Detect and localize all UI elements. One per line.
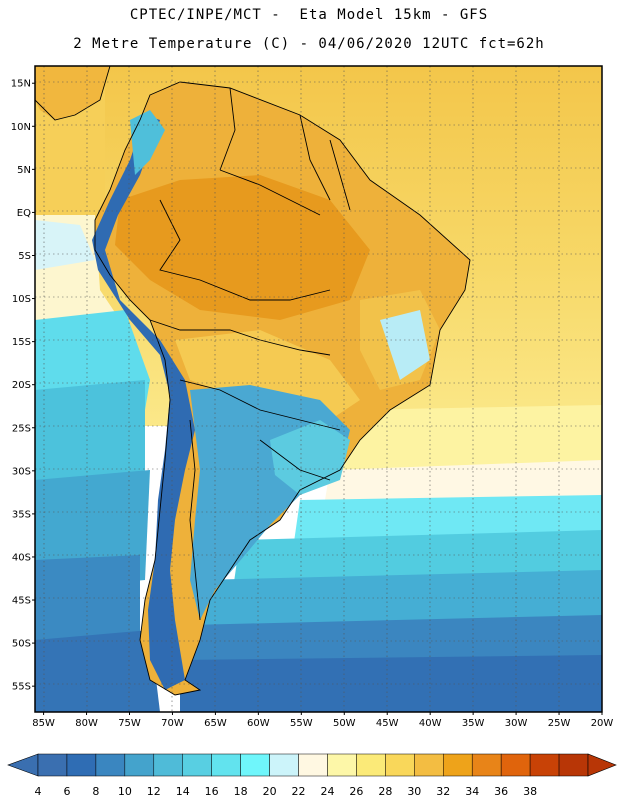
colorbar-label: 24	[320, 785, 334, 798]
colorbar-label: 38	[523, 785, 537, 798]
colorbar-swatch	[153, 753, 183, 777]
map-field	[35, 66, 602, 712]
uruguay-cool-zone	[270, 420, 350, 495]
colorbar-swatch	[211, 753, 241, 777]
lat-label: 5S	[18, 251, 31, 262]
colorbar-label: 6	[63, 785, 70, 798]
lon-label: 30W	[505, 718, 528, 729]
colorbar-label: 22	[292, 785, 306, 798]
colorbar-swatch	[471, 753, 502, 777]
lon-label: 60W	[247, 718, 270, 729]
colorbar-label: 18	[234, 785, 248, 798]
lon-label: 25W	[548, 718, 571, 729]
colorbar-label: 4	[35, 785, 42, 798]
lat-label: EQ	[17, 208, 31, 219]
central-america-land	[35, 66, 110, 120]
colorbar-label: 32	[436, 785, 450, 798]
lon-label: 35W	[462, 718, 485, 729]
colorbar-label: 12	[147, 785, 161, 798]
colorbar-label: 30	[407, 785, 421, 798]
longitude-labels: 85W 80W 75W 70W 65W 60W 55W 50W 45W 40W 35W 30W 25W 2…	[32, 712, 613, 729]
title-line-1: CPTEC/INPE/MCT - Eta Model 15km - GFS	[129, 7, 489, 23]
lon-label: 85W	[32, 718, 55, 729]
ocean-6c-band	[180, 655, 602, 712]
colorbar-label: 28	[378, 785, 392, 798]
brazil-highland-cool	[380, 310, 430, 380]
colorbar: 4 6 8 10 12 14 16 18 20 22 24 26 28 30 32 34 36 38	[7, 753, 617, 798]
lat-label: 35S	[12, 509, 31, 520]
lat-label: 45S	[12, 596, 31, 607]
title-line-2: 2 Metre Temperature (C) - 04/06/2020 12U…	[73, 36, 545, 52]
country-borders	[35, 66, 471, 696]
colorbar-label: 14	[176, 785, 190, 798]
lat-label: 30S	[12, 466, 31, 477]
colorbar-label: 34	[465, 785, 479, 798]
colorbar-label: 20	[263, 785, 277, 798]
colorbar-swatch	[240, 753, 270, 777]
lon-label: 75W	[118, 718, 141, 729]
colorbar-label: 16	[205, 785, 219, 798]
colorbar-swatch	[269, 753, 299, 777]
colorbar-swatch	[443, 753, 473, 777]
colorbar-swatch	[37, 753, 68, 777]
colorbar-label: 26	[349, 785, 363, 798]
lat-label: 15S	[12, 337, 31, 348]
lat-label: 20S	[12, 380, 31, 391]
lat-label: 40S	[12, 552, 31, 563]
lon-label: 55W	[290, 718, 313, 729]
lat-label: 55S	[12, 682, 31, 693]
pacific-cool-tongue	[35, 220, 95, 270]
colorbar-swatch	[414, 753, 444, 777]
colorbar-swatch	[500, 753, 531, 777]
lon-label: 20W	[591, 718, 614, 729]
colorbar-swatch	[95, 753, 126, 777]
colorbar-right-arrow	[587, 753, 617, 777]
ocean-subtropical-band	[340, 405, 602, 480]
lon-label: 70W	[161, 718, 184, 729]
colombia-andes-cool	[130, 110, 165, 175]
colorbar-left-arrow	[7, 753, 39, 777]
graticule	[35, 66, 602, 712]
pacific-14c-band	[35, 380, 145, 500]
lon-label: 65W	[204, 718, 227, 729]
lon-label: 80W	[75, 718, 98, 729]
colorbar-swatch	[356, 753, 386, 777]
lon-label: 45W	[376, 718, 399, 729]
colorbar-swatch	[182, 753, 212, 777]
andes-cold-strip	[92, 115, 195, 690]
colorbar-swatch	[558, 753, 589, 777]
lat-label: 10N	[11, 122, 31, 133]
lon-label: 40W	[419, 718, 442, 729]
lat-label: 25S	[12, 423, 31, 434]
colorbar-swatch	[66, 753, 97, 777]
lat-label: 50S	[12, 639, 31, 650]
colorbar-label: 8	[92, 785, 99, 798]
lat-label: 5N	[17, 165, 31, 176]
lat-label: 10S	[12, 294, 31, 305]
colorbar-swatch	[385, 753, 415, 777]
colorbar-swatch	[124, 753, 155, 777]
lat-label: 15N	[11, 79, 31, 90]
colorbar-swatch	[327, 753, 357, 777]
latitude-labels: 15N 10N 5N EQ 5S 10S 15S 20S 25S 30S 35S 40S 45S 50S 5…	[11, 79, 35, 693]
colorbar-swatch	[298, 753, 328, 777]
colorbar-label: 10	[118, 785, 132, 798]
lon-label: 50W	[333, 718, 356, 729]
map-frame	[34, 65, 603, 713]
colorbar-swatch	[529, 753, 560, 777]
colorbar-label: 36	[494, 785, 508, 798]
chaco-warm-zone	[175, 330, 360, 420]
